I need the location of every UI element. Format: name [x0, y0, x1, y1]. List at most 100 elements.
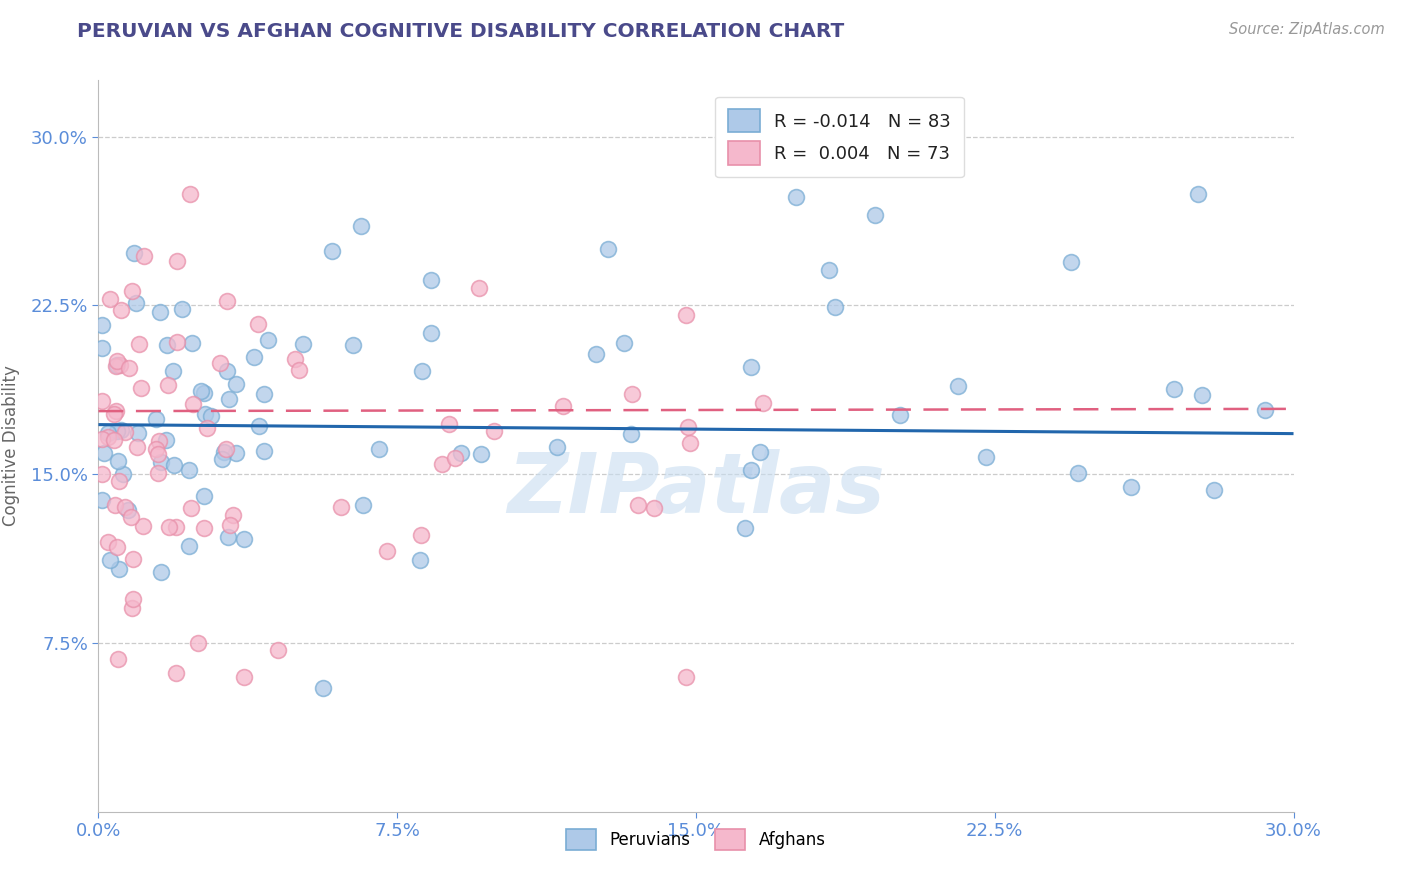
Point: [215, 364, 238, 378]
Point: [1254, 403, 1277, 417]
Point: [155, 433, 177, 447]
Point: [734, 521, 756, 535]
Point: [157, 378, 180, 392]
Point: [145, 442, 167, 456]
Point: [437, 417, 460, 431]
Point: [225, 377, 247, 392]
Point: [1067, 466, 1090, 480]
Point: [105, 354, 128, 368]
Point: [551, 399, 574, 413]
Point: [97, 535, 120, 549]
Point: [450, 446, 472, 460]
Point: [211, 451, 233, 466]
Point: [752, 396, 775, 410]
Point: [409, 553, 432, 567]
Point: [243, 351, 266, 365]
Point: [117, 503, 139, 517]
Point: [253, 387, 276, 401]
Point: [468, 281, 491, 295]
Point: [103, 408, 125, 422]
Point: [253, 444, 276, 458]
Point: [889, 408, 911, 422]
Legend: Peruvians, Afghans: Peruvians, Afghans: [554, 817, 838, 862]
Text: Source: ZipAtlas.com: Source: ZipAtlas.com: [1229, 22, 1385, 37]
Text: ZIPatlas: ZIPatlas: [508, 450, 884, 531]
Point: [91, 394, 114, 409]
Point: [107, 454, 129, 468]
Point: [1202, 483, 1225, 497]
Point: [585, 347, 607, 361]
Point: [676, 420, 699, 434]
Point: [170, 301, 193, 316]
Point: [675, 670, 697, 684]
Point: [103, 433, 125, 447]
Point: [352, 498, 374, 512]
Point: [122, 245, 145, 260]
Point: [1059, 255, 1081, 269]
Point: [181, 397, 204, 411]
Point: [194, 408, 217, 422]
Point: [187, 636, 209, 650]
Point: [740, 463, 762, 477]
Point: [105, 541, 128, 555]
Point: [740, 360, 762, 375]
Point: [91, 493, 114, 508]
Point: [114, 500, 136, 514]
Point: [598, 242, 620, 256]
Point: [946, 379, 969, 393]
Point: [292, 337, 315, 351]
Point: [247, 419, 270, 434]
Point: [420, 272, 443, 286]
Point: [620, 426, 643, 441]
Point: [150, 455, 173, 469]
Point: [209, 355, 232, 369]
Point: [342, 338, 364, 352]
Point: [121, 592, 143, 607]
Point: [974, 450, 997, 465]
Point: [105, 424, 128, 438]
Point: [818, 263, 841, 277]
Point: [233, 670, 256, 684]
Point: [112, 467, 135, 482]
Point: [287, 362, 309, 376]
Point: [91, 342, 114, 356]
Point: [103, 498, 125, 512]
Point: [162, 364, 184, 378]
Point: [312, 681, 335, 695]
Point: [1119, 480, 1142, 494]
Point: [149, 305, 172, 319]
Point: [749, 444, 772, 458]
Point: [122, 552, 145, 566]
Point: [1163, 382, 1185, 396]
Point: [411, 528, 433, 542]
Point: [181, 335, 204, 350]
Point: [233, 532, 256, 546]
Point: [1187, 186, 1209, 201]
Point: [675, 308, 697, 322]
Point: [146, 467, 169, 481]
Point: [470, 447, 492, 461]
Point: [120, 509, 142, 524]
Point: [121, 601, 143, 615]
Point: [329, 500, 352, 514]
Point: [114, 425, 136, 439]
Point: [125, 296, 148, 310]
Point: [257, 334, 280, 348]
Point: [150, 565, 173, 579]
Point: [411, 363, 433, 377]
Point: [284, 351, 307, 366]
Point: [219, 517, 242, 532]
Point: [179, 186, 201, 201]
Point: [157, 520, 180, 534]
Point: [200, 409, 222, 423]
Point: [444, 451, 467, 466]
Point: [267, 642, 290, 657]
Point: [97, 430, 120, 444]
Point: [98, 292, 121, 306]
Point: [93, 446, 115, 460]
Point: [98, 553, 121, 567]
Point: [824, 300, 846, 314]
Text: PERUVIAN VS AFGHAN COGNITIVE DISABILITY CORRELATION CHART: PERUVIAN VS AFGHAN COGNITIVE DISABILITY …: [77, 22, 845, 41]
Point: [613, 335, 636, 350]
Point: [368, 442, 391, 456]
